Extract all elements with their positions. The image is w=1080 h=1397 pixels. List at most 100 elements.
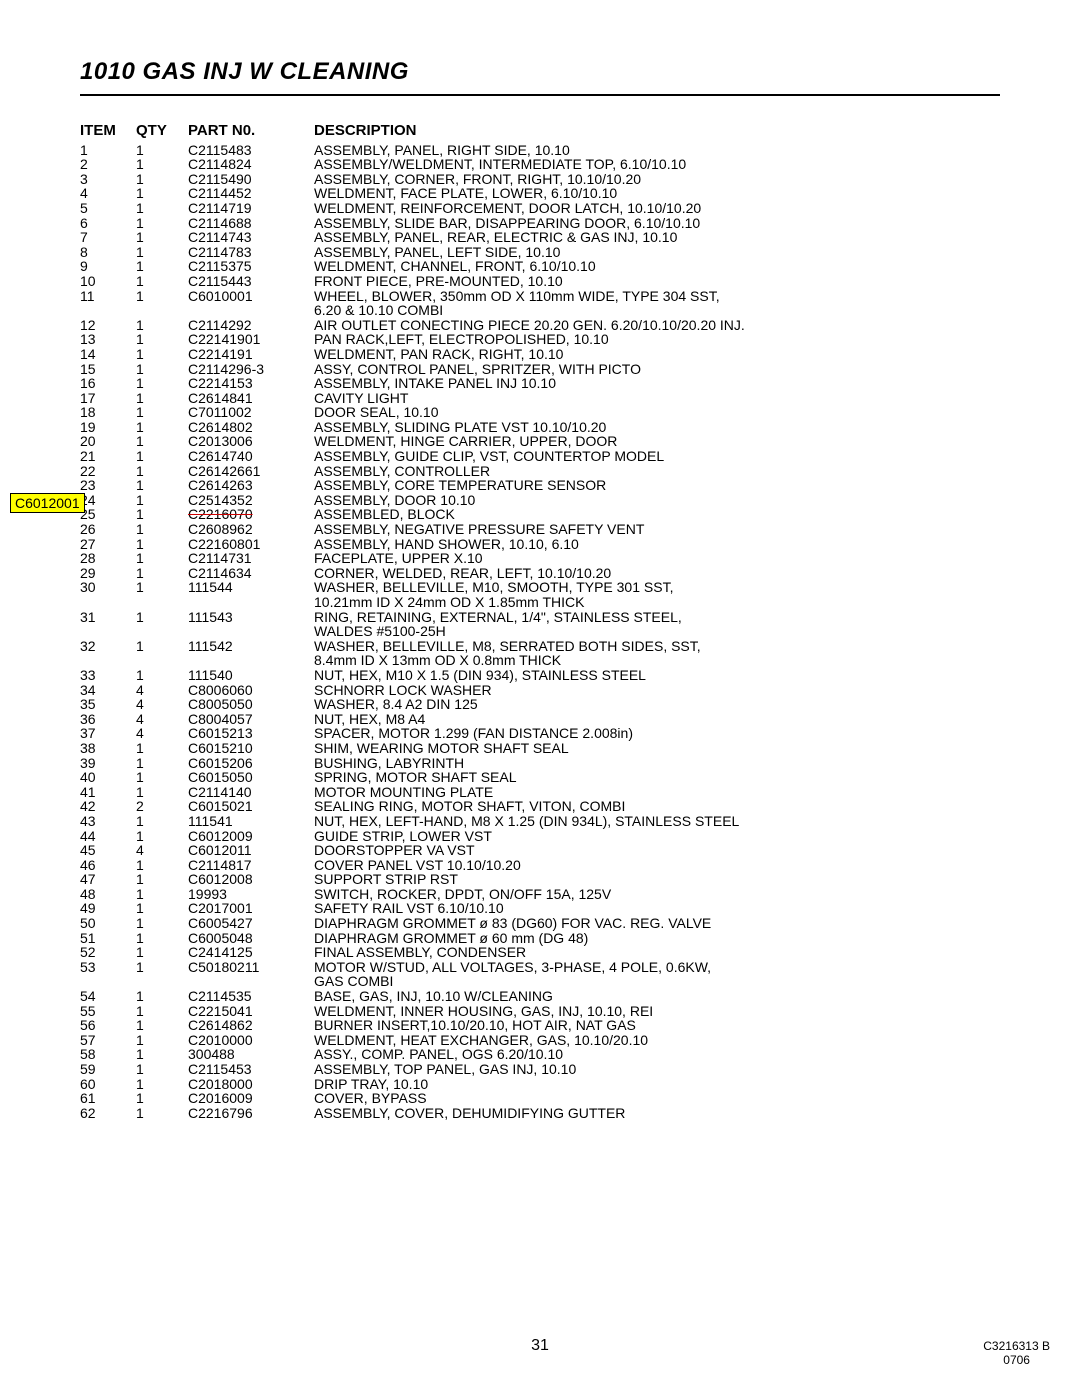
table-header-row: ITEM QTY PART N0. DESCRIPTION	[80, 124, 1000, 139]
cell-desc: DRIP TRAY, 10.10	[314, 1077, 1000, 1092]
cell-qty: 1	[136, 829, 188, 844]
table-row: 531C50180211MOTOR W/STUD, ALL VOLTAGES, …	[80, 960, 1000, 975]
table-row: 521C2414125FINAL ASSEMBLY, CONDENSER	[80, 945, 1000, 960]
cell-item: 48	[80, 887, 136, 902]
cell-qty: 1	[136, 668, 188, 683]
cell-qty: 1	[136, 157, 188, 172]
cell-part: C2017001	[188, 901, 314, 916]
cell-item: 19	[80, 420, 136, 435]
cell-item: 15	[80, 362, 136, 377]
cell-qty: 1	[136, 887, 188, 902]
cell-part: C2114719	[188, 201, 314, 216]
table-row: 291C2114634CORNER, WELDED, REAR, LEFT, 1…	[80, 566, 1000, 581]
cell-item: 17	[80, 391, 136, 406]
cell-qty: 1	[136, 376, 188, 391]
cell-item: 42	[80, 799, 136, 814]
cell-item: 39	[80, 756, 136, 771]
cell-qty: 1	[136, 201, 188, 216]
cell-part: C2013006	[188, 434, 314, 449]
cell-item: 3	[80, 172, 136, 187]
cell-item: 6	[80, 216, 136, 231]
table-row: 381C6015210SHIM, WEARING MOTOR SHAFT SEA…	[80, 741, 1000, 756]
cell-item: 59	[80, 1062, 136, 1077]
cell-part: C2115453	[188, 1062, 314, 1077]
cell-item: 27	[80, 537, 136, 552]
table-row: GAS COMBI	[80, 974, 1000, 989]
cell-item: 34	[80, 683, 136, 698]
cell-desc: ASSEMBLY, INTAKE PANEL INJ 10.10	[314, 376, 1000, 391]
table-row: 461C2114817COVER PANEL VST 10.10/10.20	[80, 858, 1000, 873]
cell-item: 5	[80, 201, 136, 216]
cell-item: 20	[80, 434, 136, 449]
table-row: 251C2216070ASSEMBLED, BLOCK	[80, 507, 1000, 522]
cell-desc: ASSEMBLY, GUIDE CLIP, VST, COUNTERTOP MO…	[314, 449, 1000, 464]
table-row: 411C2114140MOTOR MOUNTING PLATE	[80, 785, 1000, 800]
cell-qty: 1	[136, 960, 188, 975]
cell-item: 38	[80, 741, 136, 756]
table-row: 10.21mm ID X 24mm OD X 1.85mm THICK	[80, 595, 1000, 610]
cell-qty: 1	[136, 289, 188, 304]
cell-desc: DIAPHRAGM GROMMET ø 60 mm (DG 48)	[314, 931, 1000, 946]
table-row: 301111544WASHER, BELLEVILLE, M10, SMOOTH…	[80, 580, 1000, 595]
cell-desc: MOTOR MOUNTING PLATE	[314, 785, 1000, 800]
table-row: 6.20 & 10.10 COMBI	[80, 303, 1000, 318]
cell-part: C2614740	[188, 449, 314, 464]
cell-qty: 1	[136, 537, 188, 552]
cell-part: C6015021	[188, 799, 314, 814]
cell-part: C2215041	[188, 1004, 314, 1019]
table-row: 621C2216796ASSEMBLY, COVER, DEHUMIDIFYIN…	[80, 1106, 1000, 1121]
table-row: 541C2114535BASE, GAS, INJ, 10.10 W/CLEAN…	[80, 989, 1000, 1004]
col-qty: QTY	[136, 124, 188, 139]
cell-desc: WASHER, BELLEVILLE, M10, SMOOTH, TYPE 30…	[314, 580, 1000, 595]
cell-qty: 1	[136, 507, 188, 522]
cell-part: C2115483	[188, 143, 314, 158]
col-item: ITEM	[80, 124, 136, 139]
cell-item: 31	[80, 610, 136, 625]
cell-qty: 1	[136, 1106, 188, 1121]
table-row: 111C6010001WHEEL, BLOWER, 350mm OD X 110…	[80, 289, 1000, 304]
cell-desc: GAS COMBI	[314, 974, 1000, 989]
cell-desc: ASSEMBLY, TOP PANEL, GAS INJ, 10.10	[314, 1062, 1000, 1077]
cell-part: C6005048	[188, 931, 314, 946]
cell-part: C2018000	[188, 1077, 314, 1092]
cell-desc: WELDMENT, CHANNEL, FRONT, 6.10/10.10	[314, 259, 1000, 274]
cell-part: C2114296-3	[188, 362, 314, 377]
parts-table: ITEM QTY PART N0. DESCRIPTION 11C2115483…	[80, 124, 1000, 1120]
cell-item: 44	[80, 829, 136, 844]
cell-item: 60	[80, 1077, 136, 1092]
cell-part: C2608962	[188, 522, 314, 537]
table-row: 161C2214153ASSEMBLY, INTAKE PANEL INJ 10…	[80, 376, 1000, 391]
cell-qty: 1	[136, 566, 188, 581]
table-row: 331111540NUT, HEX, M10 X 1.5 (DIN 934), …	[80, 668, 1000, 683]
cell-qty: 1	[136, 989, 188, 1004]
cell-part: C2214153	[188, 376, 314, 391]
cell-desc: WELDMENT, HINGE CARRIER, UPPER, DOOR	[314, 434, 1000, 449]
cell-desc: CORNER, WELDED, REAR, LEFT, 10.10/10.20	[314, 566, 1000, 581]
page-number: 31	[0, 1337, 1080, 1355]
cell-qty: 1	[136, 931, 188, 946]
cell-qty: 1	[136, 1004, 188, 1019]
cell-qty: 1	[136, 464, 188, 479]
cell-part: C2114743	[188, 230, 314, 245]
cell-item: 26	[80, 522, 136, 537]
cell-part: C2614802	[188, 420, 314, 435]
cell-item: 29	[80, 566, 136, 581]
cell-qty: 1	[136, 478, 188, 493]
cell-item: 35	[80, 697, 136, 712]
cell-qty: 1	[136, 143, 188, 158]
cell-part: C50180211	[188, 960, 314, 975]
cell-item: 30	[80, 580, 136, 595]
cell-part: C2614263	[188, 478, 314, 493]
cell-desc: ASSEMBLED, BLOCK	[314, 507, 1000, 522]
cell-desc: MOTOR W/STUD, ALL VOLTAGES, 3-PHASE, 4 P…	[314, 960, 1000, 975]
cell-qty: 1	[136, 814, 188, 829]
table-row: 71C2114743ASSEMBLY, PANEL, REAR, ELECTRI…	[80, 230, 1000, 245]
table-row: 11C2115483ASSEMBLY, PANEL, RIGHT SIDE, 1…	[80, 143, 1000, 158]
cell-qty: 2	[136, 799, 188, 814]
table-row: 48119993SWITCH, ROCKER, DPDT, ON/OFF 15A…	[80, 887, 1000, 902]
col-part: PART N0.	[188, 124, 314, 139]
cell-qty: 1	[136, 434, 188, 449]
cell-desc: SPACER, MOTOR 1.299 (FAN DISTANCE 2.008i…	[314, 726, 1000, 741]
cell-desc: COVER PANEL VST 10.10/10.20	[314, 858, 1000, 873]
col-desc: DESCRIPTION	[314, 124, 1000, 139]
